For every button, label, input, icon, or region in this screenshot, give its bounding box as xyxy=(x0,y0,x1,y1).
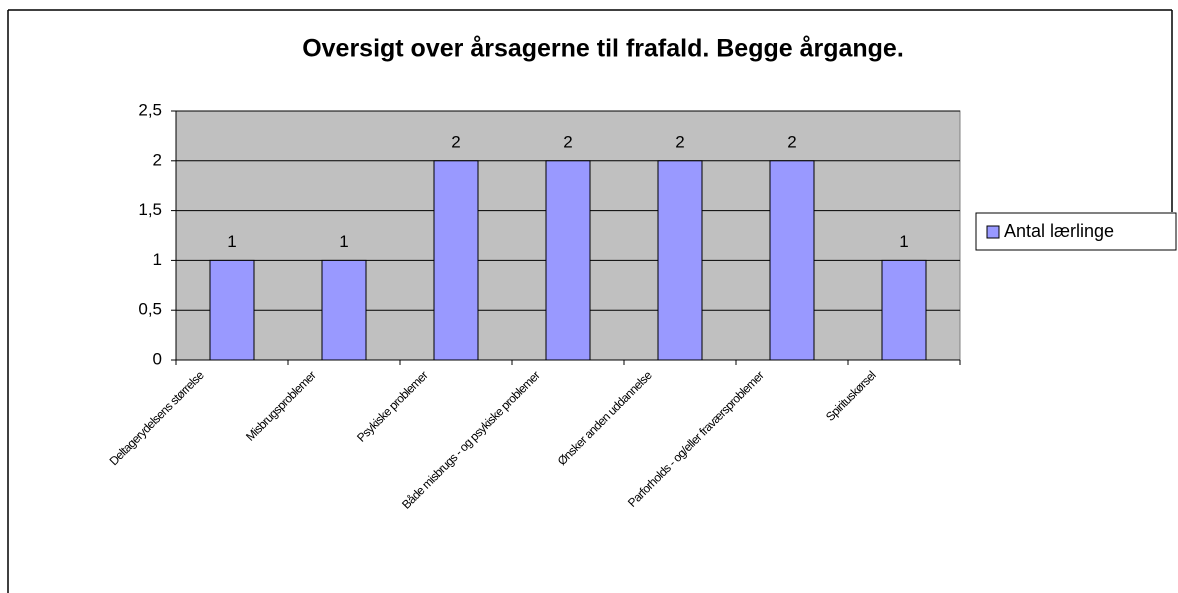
legend-box xyxy=(975,212,1177,251)
data-label: 1 xyxy=(899,232,908,251)
x-tick-label: Misbrugsproblemer xyxy=(243,368,319,444)
x-tick-label: Parforholds - og/eller fraværsproblemer xyxy=(625,368,767,510)
bar xyxy=(881,259,927,361)
x-tick-label: Ønsker anden uddannelse xyxy=(555,368,655,468)
bar xyxy=(657,160,703,361)
chart-title: Oversigt over årsagerne til frafald. Beg… xyxy=(302,35,904,63)
x-tick-label: Spirituskørsel xyxy=(823,368,878,423)
data-label: 2 xyxy=(787,132,796,151)
y-tick-label: 2,5 xyxy=(138,100,162,119)
data-label: 2 xyxy=(675,132,684,151)
data-label: 2 xyxy=(563,132,572,151)
legend-swatch xyxy=(986,225,1000,239)
bar xyxy=(321,259,367,361)
x-tick-label: Både misbrugs - og psykiske problemer xyxy=(399,368,543,512)
bar xyxy=(545,160,591,361)
y-tick-label: 0,5 xyxy=(138,300,162,319)
y-tick-label: 1,5 xyxy=(138,200,162,219)
y-tick-label: 1 xyxy=(153,250,162,269)
bar xyxy=(433,160,479,361)
x-tick-label: Deltagerydelsens størrelse xyxy=(107,368,207,468)
data-label: 1 xyxy=(227,232,236,251)
bar xyxy=(769,160,815,361)
y-tick-label: 2 xyxy=(153,150,162,169)
legend-label: Antal lærlinge xyxy=(1004,221,1114,241)
data-label: 1 xyxy=(339,232,348,251)
y-tick-label: 0 xyxy=(153,349,162,368)
data-label: 2 xyxy=(451,132,460,151)
bar xyxy=(209,259,255,361)
x-tick-label: Psykiske problemer xyxy=(354,368,431,445)
